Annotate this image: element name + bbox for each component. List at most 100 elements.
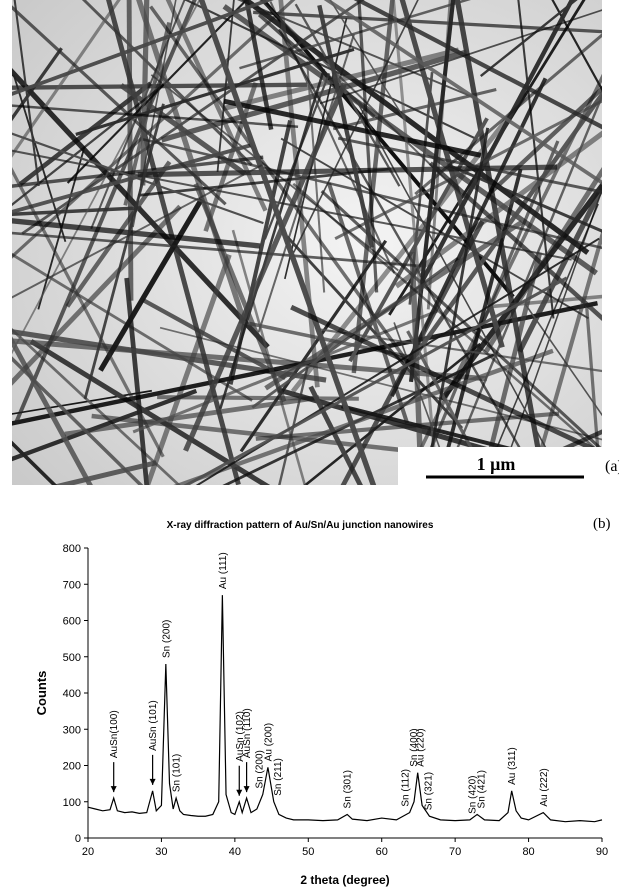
y-tick-label: 200 bbox=[63, 761, 81, 773]
nanowire bbox=[420, 0, 575, 283]
nanowire bbox=[132, 0, 177, 228]
nanowire bbox=[219, 68, 326, 410]
nanowires bbox=[12, 0, 602, 485]
nanowire bbox=[524, 303, 602, 417]
nanowire bbox=[340, 220, 485, 485]
nanowire bbox=[12, 166, 165, 458]
nanowire bbox=[12, 301, 598, 426]
arrow-head bbox=[243, 786, 250, 793]
nanowire bbox=[12, 206, 142, 216]
nanowire bbox=[64, 395, 320, 437]
chart-title: X-ray diffraction pattern of Au/Sn/Au ju… bbox=[167, 520, 434, 531]
nanowire bbox=[12, 440, 58, 485]
nanowire bbox=[278, 366, 309, 485]
nanowire bbox=[12, 0, 121, 158]
nanowire bbox=[329, 0, 406, 120]
nanowire bbox=[483, 166, 602, 354]
nanowire bbox=[195, 237, 600, 485]
nanowire bbox=[308, 385, 363, 485]
peak-label: Au (222) bbox=[539, 768, 550, 806]
nanowire bbox=[157, 395, 359, 401]
nanowire bbox=[257, 13, 376, 119]
nanowire bbox=[423, 127, 490, 485]
nanowire bbox=[292, 182, 602, 457]
nanowire bbox=[244, 0, 274, 130]
nanowire bbox=[12, 231, 422, 268]
peak-label: Au (311) bbox=[507, 747, 518, 785]
plot: 0 100 200 300 400 500 600 700 800 20 30 40 50 60 70 80 9… bbox=[63, 543, 608, 858]
nanowire bbox=[144, 253, 232, 485]
nanowire bbox=[12, 74, 67, 242]
nanowire bbox=[392, 0, 439, 477]
nanowire bbox=[334, 99, 602, 240]
peak-label: Sn (112) bbox=[401, 769, 412, 807]
nanowire bbox=[98, 197, 204, 372]
nanowire bbox=[337, 136, 602, 194]
y-tick-label: 700 bbox=[63, 579, 81, 591]
peak-label: Sn (101) bbox=[172, 754, 183, 792]
arrow-head bbox=[110, 786, 117, 793]
nanowire bbox=[12, 0, 274, 96]
peak-label: AuSn(100) bbox=[109, 710, 120, 758]
y-axis-label: Counts bbox=[34, 671, 49, 716]
nanowire bbox=[584, 303, 602, 485]
x-tick-label: 60 bbox=[376, 846, 388, 858]
nanowire bbox=[12, 329, 327, 383]
nanowire bbox=[399, 0, 505, 349]
nanowire bbox=[12, 356, 144, 485]
nanowire bbox=[290, 304, 602, 456]
nanowire bbox=[517, 181, 602, 353]
x-axis-label: 2 theta (degree) bbox=[300, 873, 389, 887]
nanowire bbox=[223, 98, 482, 158]
nanowire bbox=[12, 389, 152, 415]
nanowire bbox=[480, 0, 578, 78]
nanowire bbox=[193, 182, 287, 403]
nanowire bbox=[12, 104, 299, 128]
nanowire bbox=[12, 204, 182, 386]
xrd-line bbox=[87, 595, 603, 823]
x-tick-label: 50 bbox=[302, 846, 314, 858]
y-tick-label: 100 bbox=[63, 797, 81, 809]
nanowire bbox=[253, 10, 602, 34]
nanowire bbox=[66, 0, 248, 184]
y-tick-label: 0 bbox=[75, 833, 81, 845]
scale-bar-box bbox=[398, 447, 602, 485]
nanowire bbox=[173, 348, 554, 485]
nanowire bbox=[149, 5, 419, 377]
nanowire bbox=[414, 33, 602, 196]
nanowire bbox=[12, 336, 93, 485]
peak-label: Sn (421) bbox=[476, 770, 487, 808]
peak-label: AuSn (101) bbox=[148, 700, 159, 751]
nanowire bbox=[12, 0, 296, 259]
x-tick-label: 90 bbox=[596, 846, 608, 858]
nanowire bbox=[388, 0, 586, 316]
nanowire bbox=[239, 0, 471, 70]
nanowire bbox=[326, 182, 410, 424]
nanowire bbox=[12, 132, 264, 225]
nanowire bbox=[264, 220, 524, 391]
nanowire bbox=[292, 0, 419, 253]
nanowire bbox=[13, 0, 40, 187]
peak-label: Au (111) bbox=[218, 552, 229, 589]
nanowire bbox=[551, 0, 602, 92]
nanowire bbox=[394, 130, 602, 289]
nanowire bbox=[83, 103, 165, 400]
nanowire bbox=[323, 0, 602, 185]
peak-label: Sn (420) bbox=[468, 776, 479, 814]
nanowire bbox=[29, 339, 271, 485]
nanowire bbox=[52, 460, 157, 485]
peak-label: Sn (211) bbox=[273, 758, 284, 796]
y-tick-label: 300 bbox=[63, 724, 81, 736]
peak-label: AuSn (102) bbox=[235, 711, 246, 762]
peak-label: Au (220) bbox=[415, 728, 426, 766]
peak-label: Sn (200) bbox=[255, 750, 266, 788]
nanowire bbox=[12, 47, 63, 122]
peak-label: AuSn (110) bbox=[242, 708, 253, 758]
nanowire bbox=[183, 276, 568, 485]
nanowire bbox=[198, 0, 377, 485]
x-tick-label: 80 bbox=[522, 846, 534, 858]
arrow-head bbox=[236, 789, 243, 796]
x-tick-label: 70 bbox=[449, 846, 461, 858]
peak-label: Sn (301) bbox=[343, 770, 354, 808]
peak-label: Sn (400) bbox=[409, 728, 420, 766]
